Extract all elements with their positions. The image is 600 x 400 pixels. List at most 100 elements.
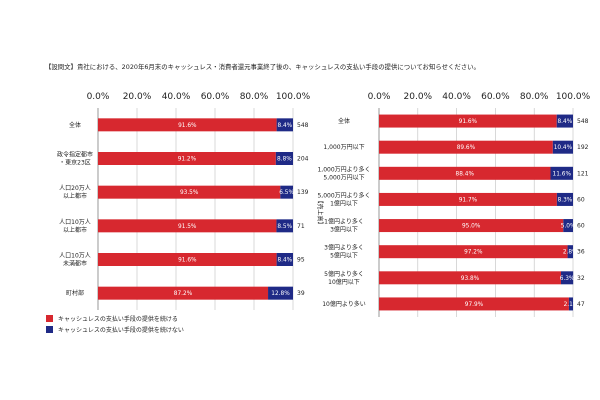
bar-row: 97.9% 2.1%47 <box>379 297 585 311</box>
bar-row: 91.5% 8.5% 71 <box>98 219 305 233</box>
right-chart: 0.0% 20.0% 40.0% 60.0% 80.0% 100.0% 91.6% 8.4% 5… <box>316 92 591 317</box>
sample-size-label: 548 <box>297 122 309 129</box>
bar-row: 91.7% 8.3% 60 <box>379 192 585 206</box>
data-label-continue: 91.6% <box>178 123 197 129</box>
x-tick-label: 100.0% <box>556 92 591 102</box>
bar-row: 97.2% 2.8% 36 <box>379 245 585 259</box>
bar-row: 91.6% 8.4% 548 <box>98 118 309 132</box>
bar-discontinue <box>280 185 293 199</box>
data-label-discontinue: 6.3% <box>560 276 575 282</box>
bar-discontinue <box>552 140 573 154</box>
sample-size-label: 121 <box>577 170 589 177</box>
category-label: 人口10万人未満都市 <box>59 253 91 268</box>
legend-swatch-discontinue <box>46 326 53 333</box>
bar-row: 91.6% 8.4% 548 <box>379 114 589 128</box>
data-label-discontinue: 8.4% <box>557 119 572 125</box>
data-label-discontinue: 10.4% <box>554 145 573 151</box>
category-label: 人口20万人以上都市 <box>59 185 91 200</box>
sample-size-label: 548 <box>577 118 589 125</box>
bar-row: 88.4% 11.6% 121 <box>379 166 589 180</box>
bar-continue <box>379 166 551 180</box>
x-tick-label: 0.0% <box>87 92 110 102</box>
data-label-discontinue: 6.5% <box>279 190 294 196</box>
data-label-continue: 97.9% <box>465 302 484 308</box>
bar-discontinue <box>275 152 293 165</box>
sample-size-label: 71 <box>297 223 305 230</box>
bar-continue <box>379 271 561 285</box>
bar-discontinue <box>550 166 573 180</box>
bar-continue <box>379 114 557 128</box>
data-label-continue: 93.5% <box>180 190 199 196</box>
legend: キャッシュレスの支払い手段の提供を続ける キャッシュレスの支払い手段の提供を続け… <box>46 315 184 334</box>
legend-swatch-continue <box>46 315 53 322</box>
data-label-continue: 91.5% <box>178 224 197 230</box>
data-label-discontinue: 12.8% <box>271 291 290 297</box>
data-label-discontinue: 11.6% <box>553 171 572 177</box>
bar-discontinue <box>276 219 293 233</box>
bar-discontinue <box>568 297 573 311</box>
bar-discontinue <box>556 114 573 128</box>
bar-row: 93.5% 6.5% 139 <box>98 185 309 199</box>
x-tick-label: 40.0% <box>162 92 191 102</box>
x-tick-label: 40.0% <box>442 92 471 102</box>
bar-discontinue <box>563 219 573 233</box>
bar-discontinue <box>276 253 293 266</box>
data-label-continue: 88.4% <box>456 171 475 177</box>
data-label-continue: 89.6% <box>457 145 476 151</box>
bar-continue <box>98 253 277 266</box>
data-label-discontinue: 8.8% <box>277 157 292 163</box>
sample-size-label: 60 <box>577 196 585 203</box>
x-tick-label: 20.0% <box>404 92 433 102</box>
data-label-discontinue: 5.0% <box>561 224 576 230</box>
category-label: 1,000万円以下 <box>323 144 364 151</box>
bar-row: 91.2% 8.8% 204 <box>98 152 309 165</box>
category-label: 3億円より多く 5億円以下 <box>324 244 364 260</box>
sample-size-label: 36 <box>577 249 585 256</box>
bar-continue <box>379 140 553 154</box>
data-label-discontinue: 2.1% <box>564 302 579 308</box>
data-label-continue: 91.6% <box>459 119 478 125</box>
legend-label-discontinue: キャッシュレスの支払い手段の提供を続けない <box>58 326 184 334</box>
data-label-continue: 93.8% <box>461 276 480 282</box>
data-label-continue: 87.2% <box>174 291 193 297</box>
bar-discontinue <box>567 245 573 259</box>
sample-size-label: 47 <box>577 301 585 308</box>
x-tick-label: 60.0% <box>481 92 510 102</box>
left-chart: 0.0% 20.0% 40.0% 60.0% 80.0% 100.0% 91.6% 8.4% 5… <box>57 92 311 310</box>
bar-continue <box>98 219 277 233</box>
bar-continue <box>98 185 281 199</box>
legend-label-continue: キャッシュレスの支払い手段の提供を続ける <box>58 315 178 323</box>
bar-discontinue <box>276 118 293 132</box>
bar-continue <box>98 118 277 132</box>
category-label: 政令指定都市・東京23区 <box>57 151 93 167</box>
data-label-discontinue: 8.5% <box>277 224 292 230</box>
bar-row: 93.8% 6.3% 32 <box>379 271 585 285</box>
bar-continue <box>98 286 269 300</box>
category-label: 5億円より多く 10億円以下 <box>324 270 364 286</box>
category-label: 全体 <box>69 121 81 129</box>
sample-size-label: 192 <box>577 144 589 151</box>
x-tick-label: 20.0% <box>123 92 152 102</box>
category-label: 1,000万円より多く 5,000万円以下 <box>317 165 370 181</box>
bar-discontinue <box>556 192 573 206</box>
category-label: 人口10万人以上都市 <box>59 219 91 234</box>
category-label: 1億円より多く 3億円以下 <box>324 218 364 234</box>
bar-discontinue <box>268 286 293 300</box>
bar-continue <box>379 219 564 233</box>
bar-row: 91.6% 8.4% 95 <box>98 253 305 266</box>
x-tick-label: 60.0% <box>201 92 230 102</box>
sample-size-label: 39 <box>297 290 305 297</box>
bar-row: 87.2% 12.8% 39 <box>98 286 305 300</box>
data-label-continue: 91.6% <box>178 258 197 264</box>
bar-row: 89.6% 10.4% 192 <box>379 140 589 154</box>
group-axis-label: 【売上高】 <box>316 197 324 227</box>
bar-continue <box>379 245 568 259</box>
x-tick-label: 80.0% <box>240 92 269 102</box>
data-label-discontinue: 8.4% <box>277 123 292 129</box>
category-label: 5,000万円より多く 1億円以下 <box>317 191 370 207</box>
data-label-continue: 91.2% <box>178 157 197 163</box>
category-label: 町村部 <box>66 289 84 297</box>
data-label-continue: 95.0% <box>462 224 481 230</box>
x-tick-label: 100.0% <box>276 92 311 102</box>
